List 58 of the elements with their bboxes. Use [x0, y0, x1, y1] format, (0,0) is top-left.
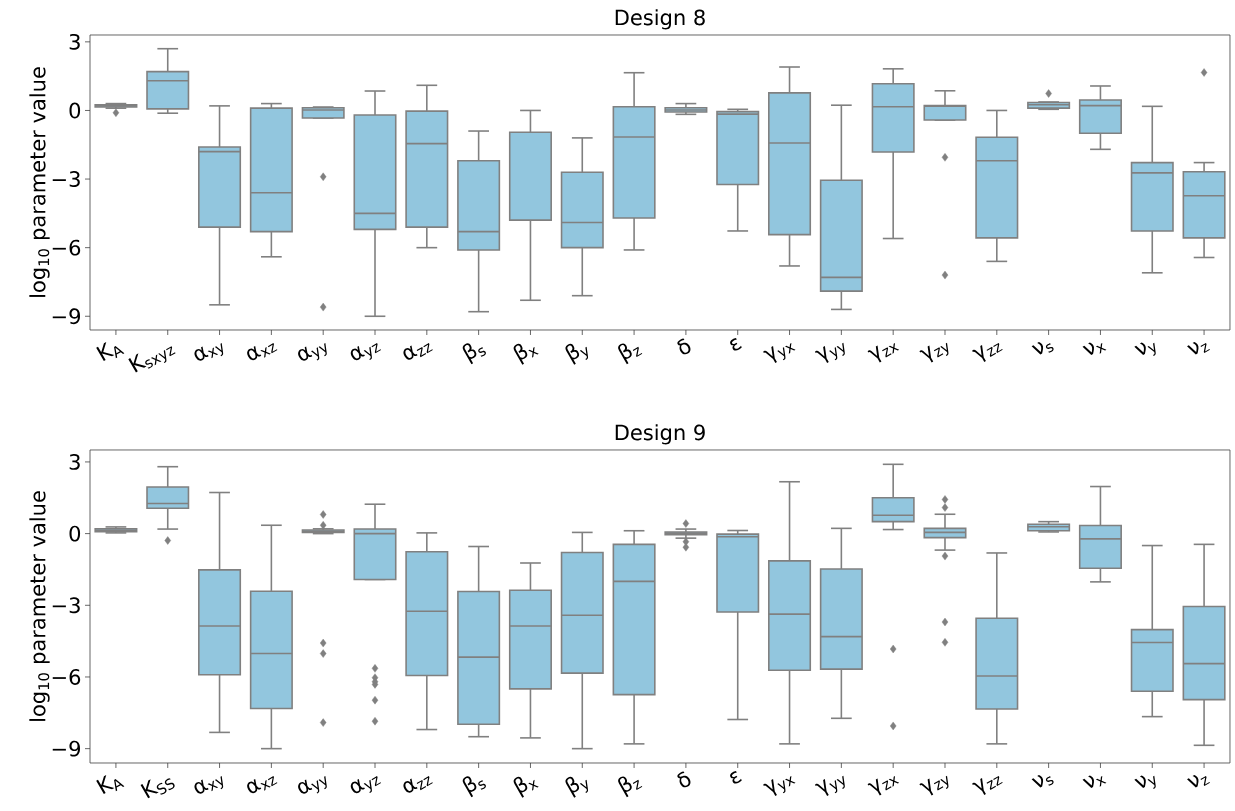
x-tick-label: ν$_{z}$: [1187, 775, 1210, 788]
x-tick-label: γ$_{zz}$: [972, 342, 1003, 362]
x-tick-label: δ: [677, 338, 691, 355]
x-tick-label: γ$_{zz}$: [972, 775, 1003, 795]
x-tick-label: α$_{yz}$: [350, 343, 382, 361]
x-tick-label: α$_{xz}$: [247, 776, 278, 794]
x-tick-label: ν$_{x}$: [1082, 775, 1107, 788]
x-tick-label: γ$_{yx}$: [763, 342, 796, 363]
x-tick-label: γ$_{zy}$: [919, 342, 949, 363]
y-tick-label: 3: [69, 453, 80, 470]
x-tick-label: ν$_{s}$: [1031, 775, 1054, 788]
x-tick-label: β$_{s}$: [462, 776, 486, 798]
x-tick-label: β$_{z}$: [618, 776, 643, 798]
y-tick-label: −6: [52, 239, 81, 256]
x-tick-label: γ$_{zy}$: [919, 775, 949, 796]
x-tick-label: γ$_{yy}$: [814, 775, 845, 796]
x-tick-label: α$_{yy}$: [298, 776, 327, 794]
chart-title: Design 8: [615, 9, 705, 30]
y-tick-label: 0: [69, 102, 81, 119]
y-tick-label: 3: [69, 33, 80, 50]
x-tick-label: α$_{zz}$: [403, 343, 433, 360]
x-tick-label: β$_{y}$: [565, 343, 589, 365]
x-tick-label: K$_{A}$: [96, 341, 125, 362]
x-tick-label: ν$_{y}$: [1134, 775, 1156, 789]
x-tick-label: β$_{x}$: [513, 776, 539, 798]
y-tick-label: −3: [52, 597, 80, 614]
x-tick-label: ν$_{y}$: [1134, 342, 1156, 356]
x-tick-label: γ$_{zx}$: [867, 775, 900, 796]
x-tick-label: K$_{SS}$: [140, 778, 175, 799]
y-axis-title: log$_{10}$ parameter value: [29, 67, 50, 297]
x-tick-label: α$_{xy}$: [194, 343, 224, 361]
x-tick-label: δ: [677, 771, 691, 788]
x-tick-label: α$_{xy}$: [194, 776, 224, 794]
x-tick-label: α$_{zz}$: [403, 776, 433, 793]
y-tick-label: −3: [52, 171, 80, 187]
x-tick-label: α$_{yz}$: [350, 776, 382, 794]
y-tick-label: −6: [52, 669, 81, 685]
x-tick-label: β$_{y}$: [565, 776, 589, 798]
x-tick-label: γ$_{yx}$: [763, 775, 796, 796]
y-tick-label: −9: [52, 740, 81, 757]
x-tick-label: ν$_{z}$: [1187, 342, 1210, 355]
chart-title: Design 9: [615, 424, 705, 445]
x-tick-label: γ$_{zx}$: [867, 342, 900, 363]
x-tick-label: K$_{A}$: [96, 774, 125, 795]
x-tick-label: γ$_{yy}$: [814, 342, 845, 363]
y-tick-label: −9: [52, 308, 81, 325]
y-axis-title: log$_{10}$ parameter value: [29, 491, 50, 721]
x-tick-label: ν$_{s}$: [1031, 342, 1054, 355]
x-tick-label: β$_{s}$: [462, 343, 486, 365]
x-tick-label: β$_{z}$: [618, 343, 643, 365]
x-tick-label: α$_{xz}$: [247, 343, 278, 361]
x-tick-label: ε: [730, 337, 742, 351]
x-tick-label: ν$_{x}$: [1082, 342, 1107, 355]
x-tick-label: α$_{yy}$: [298, 343, 327, 361]
y-tick-label: 0: [69, 525, 81, 542]
x-tick-label: β$_{x}$: [513, 343, 539, 365]
x-tick-label: ε: [730, 770, 742, 784]
x-tick-label: K$_{sxyz}$: [128, 346, 176, 373]
